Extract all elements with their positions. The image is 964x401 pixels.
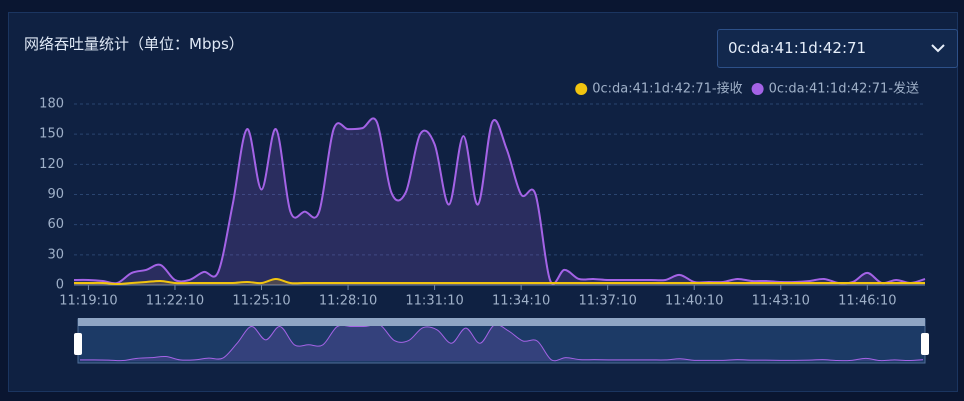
- x-tick-label: 11:28:10: [319, 294, 377, 309]
- series-line: [74, 277, 925, 285]
- y-tick-label: 30: [47, 247, 64, 262]
- y-tick-label: 150: [39, 127, 64, 142]
- series-line-area: [74, 118, 925, 285]
- x-tick-label: 11:34:10: [492, 294, 550, 309]
- y-tick-label: 60: [47, 217, 64, 232]
- legend-marker: [751, 83, 764, 95]
- y-tick-label: 90: [47, 187, 64, 202]
- x-tick-label: 11:43:10: [752, 294, 810, 309]
- x-tick-label: 11:31:10: [405, 294, 463, 309]
- series-line: [73, 117, 926, 285]
- chart-title: 网络吞吐量统计（单位：Mbps）: [24, 35, 244, 53]
- zoom-shadow: [79, 323, 924, 362]
- zoom-handle-bar: [78, 318, 925, 326]
- x-tick-label: 11:40:10: [665, 294, 723, 309]
- y-tick-label: 120: [39, 157, 64, 172]
- select-value: 0c:da:41:1d:42:71: [728, 39, 867, 57]
- zoom-handle-left[interactable]: [74, 333, 82, 355]
- legend-marker: [575, 83, 588, 95]
- x-tick-label: 11:25:10: [232, 294, 290, 309]
- y-tick-label: 0: [56, 278, 64, 293]
- zoom-shadow-area: [80, 324, 923, 361]
- chevron: [931, 44, 945, 53]
- legend-label: 0c:da:41:1d:42:71-发送: [769, 81, 919, 97]
- zoom-handle-right[interactable]: [921, 333, 929, 355]
- x-tick-label: 11:19:10: [59, 294, 117, 309]
- y-tick-label: 180: [39, 97, 64, 112]
- x-tick-label: 11:46:10: [838, 294, 896, 309]
- legend-label: 0c:da:41:1d:42:71-接收: [592, 81, 742, 97]
- x-tick-label: 11:22:10: [146, 294, 204, 309]
- x-tick-label: 11:37:10: [578, 294, 636, 309]
- device-select[interactable]: 0c:da:41:1d:42:71: [717, 29, 958, 68]
